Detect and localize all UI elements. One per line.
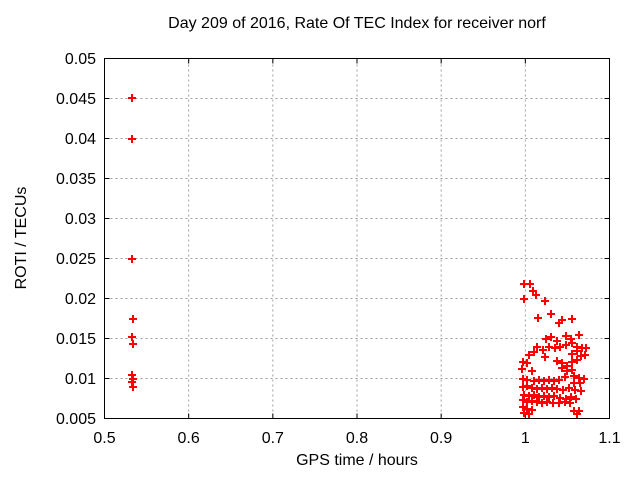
data-point-marker bbox=[520, 295, 528, 303]
y-tick-label: 0.015 bbox=[56, 331, 96, 348]
y-tick-label: 0.02 bbox=[65, 291, 96, 308]
data-point-marker bbox=[562, 332, 570, 340]
y-tick-label: 0.04 bbox=[65, 131, 96, 148]
data-point-marker bbox=[528, 367, 536, 375]
data-point-marker bbox=[129, 340, 137, 348]
data-point-marker bbox=[530, 348, 538, 356]
data-point-marker bbox=[547, 310, 555, 318]
data-point-marker bbox=[547, 333, 555, 341]
data-point-marker bbox=[562, 341, 570, 349]
chart-title: Day 209 of 2016, Rate Of TEC Index for r… bbox=[168, 15, 546, 32]
data-point-marker bbox=[539, 346, 547, 354]
data-point-marker bbox=[582, 344, 590, 352]
data-point-marker bbox=[568, 339, 576, 347]
data-point-marker bbox=[573, 410, 581, 418]
data-point-marker bbox=[558, 364, 566, 372]
data-point-marker bbox=[580, 375, 588, 383]
data-point-marker bbox=[565, 384, 573, 392]
data-point-marker bbox=[573, 356, 581, 364]
data-point-marker bbox=[576, 379, 584, 387]
y-tick-label: 0.005 bbox=[56, 411, 96, 428]
data-point-marker bbox=[128, 94, 136, 102]
data-point-marker bbox=[128, 135, 136, 143]
data-point-marker bbox=[541, 297, 549, 305]
data-point-marker bbox=[572, 395, 580, 403]
data-point-marker bbox=[523, 382, 531, 390]
data-point-marker bbox=[568, 358, 576, 366]
y-tick-label: 0.025 bbox=[56, 251, 96, 268]
data-point-marker bbox=[541, 353, 549, 361]
data-point-marker bbox=[561, 373, 569, 381]
data-point-marker bbox=[523, 359, 531, 367]
data-point-marker bbox=[128, 333, 136, 341]
data-point-marker bbox=[577, 387, 585, 395]
data-point-marker bbox=[568, 366, 576, 374]
data-point-marker bbox=[566, 399, 574, 407]
x-tick-label: 1 bbox=[521, 430, 530, 447]
data-point-marker bbox=[559, 386, 567, 394]
data-point-marker bbox=[525, 410, 533, 418]
y-tick-label: 0.045 bbox=[56, 91, 96, 108]
x-tick-label: 0.5 bbox=[93, 430, 115, 447]
data-point-marker bbox=[534, 314, 542, 322]
y-tick-label: 0.05 bbox=[65, 51, 96, 68]
x-axis-label: GPS time / hours bbox=[296, 452, 418, 469]
data-point-marker bbox=[129, 383, 137, 391]
data-point-marker bbox=[550, 392, 558, 400]
y-tick-label: 0.01 bbox=[65, 371, 96, 388]
data-point-marker bbox=[525, 351, 533, 359]
data-point-marker bbox=[555, 376, 563, 384]
data-point-marker bbox=[568, 350, 576, 358]
data-point-marker bbox=[553, 337, 561, 345]
data-point-marker bbox=[129, 315, 137, 323]
data-point-marker bbox=[542, 335, 550, 343]
data-point-marker bbox=[573, 347, 581, 355]
data-point-marker bbox=[128, 255, 136, 263]
data-point-marker bbox=[518, 365, 526, 373]
data-point-marker bbox=[570, 372, 578, 380]
x-tick-label: 0.9 bbox=[430, 430, 452, 447]
x-tick-label: 1.1 bbox=[598, 430, 620, 447]
data-point-marker bbox=[553, 357, 561, 365]
data-point-marker bbox=[526, 280, 534, 288]
x-tick-label: 0.6 bbox=[178, 430, 200, 447]
data-point-marker bbox=[533, 343, 541, 351]
data-point-marker bbox=[530, 391, 538, 399]
y-tick-label: 0.03 bbox=[65, 211, 96, 228]
data-point-marker bbox=[558, 316, 566, 324]
data-point-marker bbox=[532, 291, 540, 299]
data-point-marker bbox=[568, 315, 576, 323]
y-tick-label: 0.035 bbox=[56, 171, 96, 188]
x-tick-label: 0.7 bbox=[262, 430, 284, 447]
x-tick-label: 0.8 bbox=[346, 430, 368, 447]
data-point-marker bbox=[556, 343, 564, 351]
data-point-marker bbox=[575, 331, 583, 339]
data-point-marker bbox=[581, 351, 589, 359]
